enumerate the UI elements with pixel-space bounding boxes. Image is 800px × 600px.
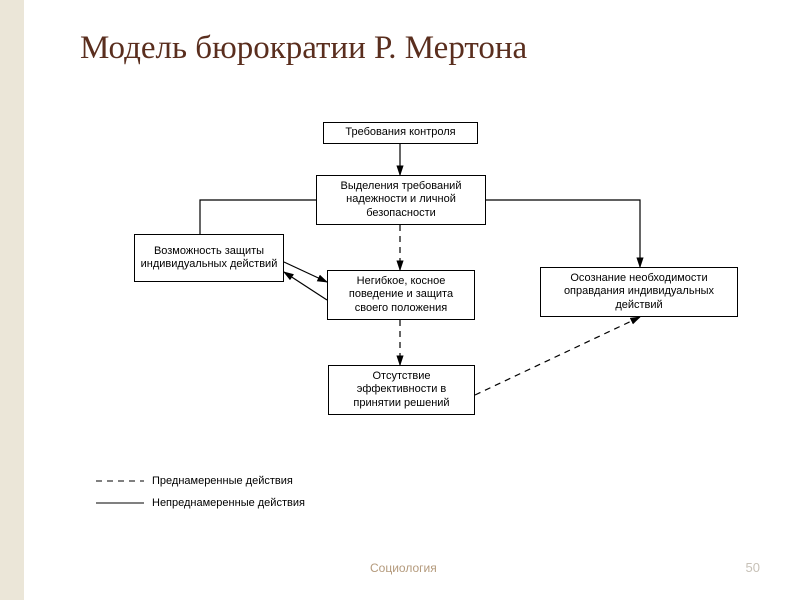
node-defense-possibility: Возможность защиты индивидуальных действ… — [134, 234, 284, 282]
node-label: Осознание необходимости оправдания индив… — [545, 272, 733, 312]
legend-dashed-label: Преднамеренные действия — [152, 475, 293, 487]
page-number: 50 — [746, 560, 760, 575]
side-band — [0, 0, 24, 600]
node-label: Отсутствие эффективности в принятии реше… — [333, 370, 470, 410]
node-label: Требования контроля — [345, 126, 455, 139]
node-justification-awareness: Осознание необходимости оправдания индив… — [540, 267, 738, 317]
node-reliability-safety: Выделения требований надежности и личной… — [316, 175, 486, 225]
legend-solid: Непреднамеренные действия — [96, 497, 305, 509]
node-label: Возможность защиты индивидуальных действ… — [139, 245, 279, 271]
page-title: Модель бюрократии Р. Мертона — [80, 30, 527, 67]
node-requirements-control: Требования контроля — [323, 122, 478, 144]
node-label: Негибкое, косное поведение и защита свое… — [332, 275, 470, 315]
node-label: Выделения требований надежности и личной… — [321, 180, 481, 220]
legend-solid-label: Непреднамеренные действия — [152, 497, 305, 509]
legend: Преднамеренные действия Непреднамеренные… — [96, 475, 305, 519]
footer-label: Социология — [370, 561, 437, 575]
node-inefficiency: Отсутствие эффективности в принятии реше… — [328, 365, 475, 415]
node-rigid-behavior: Негибкое, косное поведение и защита свое… — [327, 270, 475, 320]
legend-dashed: Преднамеренные действия — [96, 475, 305, 487]
